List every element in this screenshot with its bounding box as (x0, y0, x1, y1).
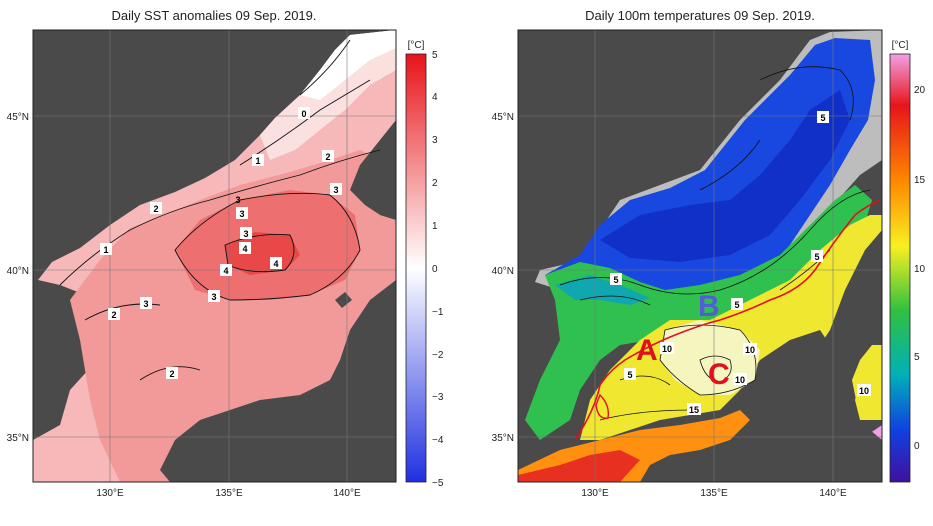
svg-text:20: 20 (914, 85, 926, 96)
svg-text:5: 5 (627, 370, 632, 380)
svg-text:−1: −1 (432, 307, 444, 318)
svg-text:15: 15 (914, 175, 926, 186)
right-japan-land (640, 230, 882, 482)
svg-text:130°E: 130°E (581, 488, 609, 499)
right-front-line (574, 199, 881, 441)
svg-text:130°E: 130°E (96, 488, 124, 499)
left-graticule (33, 30, 396, 482)
left-colorbar: [°C] 5 4 3 2 1 0 −1 −2 −3 −4 −5 (405, 40, 444, 489)
svg-text:4: 4 (242, 244, 247, 254)
svg-text:3: 3 (239, 209, 244, 219)
left-contours (59, 39, 381, 381)
svg-text:10: 10 (914, 264, 926, 275)
svg-text:5: 5 (613, 275, 618, 285)
right-lon-ticks: 130°E 135°E 140°E (581, 488, 847, 499)
left-neutral-zone (300, 30, 396, 100)
svg-text:45°N: 45°N (492, 112, 514, 123)
svg-text:10: 10 (735, 375, 745, 385)
svg-text:4: 4 (432, 92, 438, 103)
svg-text:4: 4 (223, 266, 228, 276)
right-front-eddy (595, 393, 610, 419)
svg-text:0: 0 (914, 441, 920, 452)
left-hokkaido-land (350, 120, 396, 220)
svg-text:135°E: 135°E (215, 488, 243, 499)
right-deep-cold (600, 90, 850, 262)
marker-c: C (708, 358, 730, 391)
svg-text:45°N: 45°N (7, 112, 29, 123)
svg-text:135°E: 135°E (700, 488, 728, 499)
right-colorbar: [°C] 20 15 10 5 0 (889, 40, 926, 483)
svg-text:4: 4 (273, 259, 278, 269)
left-sado-island (335, 292, 352, 308)
svg-text:140°E: 140°E (819, 488, 847, 499)
marker-a: A (636, 334, 658, 367)
right-lat-ticks: 45°N 40°N 35°N (492, 112, 514, 444)
left-contour-labels: 0 1 2 3 3 2 1 2 3 3 4 4 4 3 3 2 2 (100, 107, 342, 379)
svg-text:3: 3 (211, 292, 216, 302)
right-map-title: Daily 100m temperatures 09 Sep. 2019. (585, 8, 815, 23)
left-map-frame (32, 29, 397, 483)
svg-text:−3: −3 (432, 392, 444, 403)
svg-text:40°N: 40°N (492, 266, 514, 277)
svg-text:5: 5 (432, 50, 438, 61)
left-lon-ticks: 130°E 135°E 140°E (96, 488, 361, 499)
left-japan-land (160, 280, 396, 482)
svg-text:3: 3 (333, 185, 338, 195)
right-japan-south-land (640, 455, 800, 482)
svg-text:5: 5 (734, 300, 739, 310)
svg-text:35°N: 35°N (492, 433, 514, 444)
left-map-area: 0 1 2 3 3 2 1 2 3 3 4 4 4 3 3 2 2 (33, 30, 396, 482)
left-lat-ticks: 45°N 40°N 35°N (7, 112, 29, 444)
marker-b: B (698, 290, 720, 323)
svg-text:[°C]: [°C] (408, 40, 425, 51)
right-map-frame (517, 29, 883, 483)
svg-text:2: 2 (111, 310, 116, 320)
right-map-area: 5 5 5 5 5 10 10 10 10 15 A B C (518, 30, 882, 482)
svg-text:2: 2 (432, 178, 438, 189)
svg-text:−2: −2 (432, 350, 444, 361)
svg-text:2: 2 (325, 152, 330, 162)
svg-text:1: 1 (432, 221, 438, 232)
svg-text:40°N: 40°N (7, 266, 29, 277)
svg-text:10: 10 (745, 345, 755, 355)
svg-text:2: 2 (169, 369, 174, 379)
svg-text:1: 1 (255, 156, 260, 166)
left-map-title: Daily SST anomalies 09 Sep. 2019. (112, 8, 317, 23)
svg-text:5: 5 (814, 252, 819, 262)
svg-text:3: 3 (235, 195, 240, 205)
svg-text:3: 3 (243, 229, 248, 239)
svg-text:2: 2 (153, 204, 158, 214)
svg-text:0: 0 (432, 264, 438, 275)
right-green-band (525, 185, 872, 440)
svg-text:−5: −5 (432, 478, 444, 489)
svg-text:140°E: 140°E (333, 488, 361, 499)
svg-text:1: 1 (103, 245, 108, 255)
svg-text:3: 3 (432, 135, 438, 146)
svg-text:35°N: 35°N (7, 433, 29, 444)
svg-text:3: 3 (143, 299, 148, 309)
right-contour-labels: 5 5 5 5 5 10 10 10 10 15 (610, 111, 871, 415)
right-east-warm-strip (852, 345, 882, 420)
svg-text:[°C]: [°C] (892, 40, 909, 51)
right-hot-south (518, 450, 640, 482)
svg-text:−4: −4 (432, 435, 444, 446)
svg-text:5: 5 (914, 352, 920, 363)
svg-text:0: 0 (301, 109, 306, 119)
svg-text:15: 15 (689, 405, 699, 415)
svg-text:5: 5 (820, 113, 825, 123)
svg-text:10: 10 (859, 386, 869, 396)
svg-text:10: 10 (662, 344, 672, 354)
